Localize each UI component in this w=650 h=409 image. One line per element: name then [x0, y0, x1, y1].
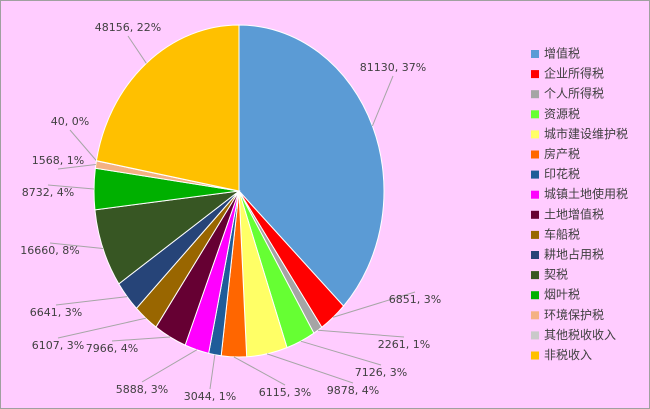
legend-label: 环境保护税: [544, 307, 604, 322]
leader-line: [69, 129, 97, 162]
legend-swatch: [531, 291, 539, 300]
data-label: 6107, 3%: [32, 339, 84, 352]
legend-label: 耕地占用税: [544, 247, 604, 262]
legend-label: 车船税: [544, 226, 580, 241]
leader-line: [209, 354, 216, 390]
legend-swatch: [531, 190, 539, 199]
leader-line: [57, 164, 96, 170]
data-label: 48156, 22%: [95, 21, 161, 34]
legend-swatch: [531, 311, 539, 320]
legend-swatch: [531, 90, 539, 99]
data-label: 16660, 8%: [20, 244, 79, 257]
data-label: 7126, 3%: [355, 366, 407, 379]
legend-swatch: [531, 110, 539, 119]
data-label: 6851, 3%: [389, 293, 441, 306]
data-label: 8732, 4%: [22, 186, 74, 199]
legend-swatch: [531, 331, 539, 340]
leader-line: [317, 329, 405, 338]
legend-swatch: [531, 251, 539, 259]
legend-label: 企业所得税: [544, 66, 604, 81]
data-label: 2261, 1%: [378, 338, 430, 351]
legend-label: 印花税: [544, 166, 580, 181]
legend-swatch: [531, 351, 539, 360]
legend-swatch: [531, 70, 539, 79]
data-label: 3044, 1%: [184, 390, 236, 403]
legend-swatch: [531, 170, 539, 179]
legend-label: 烟叶税: [544, 288, 580, 302]
leader-line: [266, 353, 354, 384]
leader-line: [300, 340, 382, 366]
legend-label: 其他税收收入: [544, 328, 616, 342]
data-label: 1568, 1%: [32, 154, 84, 167]
data-label: 5888, 3%: [116, 383, 168, 396]
legend-swatch: [531, 50, 539, 58]
legend-label: 个人所得税: [544, 86, 604, 101]
legend-swatch: [531, 271, 539, 280]
legend-label: 土地增值税: [544, 206, 604, 221]
legend-label: 城市建设维护税: [544, 126, 628, 141]
legend-label: 契税: [544, 268, 568, 282]
legend-label: 城镇土地使用税: [544, 186, 628, 201]
leader-line: [127, 35, 147, 64]
legend-label: 非税收入: [544, 348, 592, 362]
legend-swatch: [531, 230, 539, 239]
leader-line: [371, 75, 394, 127]
leader-line: [332, 291, 416, 318]
leader-line: [233, 356, 286, 386]
data-label: 81130, 37%: [360, 61, 426, 74]
data-label: 6115, 3%: [259, 386, 311, 399]
leader-line: [111, 336, 171, 342]
data-label: 6641, 3%: [30, 306, 82, 319]
leader-line: [47, 184, 95, 190]
legend-label: 房产税: [544, 146, 580, 161]
legend-label: 资源税: [544, 107, 580, 121]
legend-swatch: [531, 210, 539, 219]
leader-line: [57, 317, 146, 339]
leader-line: [55, 296, 128, 306]
legend-swatch: [531, 150, 539, 159]
data-label: 40, 0%: [51, 115, 89, 128]
leader-line: [49, 242, 104, 250]
legend-swatch: [531, 130, 539, 139]
pie-slice: [238, 24, 385, 307]
data-label: 7966, 4%: [86, 342, 138, 355]
data-label: 9878, 4%: [327, 384, 379, 397]
legend-label: 增值税: [544, 46, 580, 61]
leader-line: [141, 349, 197, 383]
